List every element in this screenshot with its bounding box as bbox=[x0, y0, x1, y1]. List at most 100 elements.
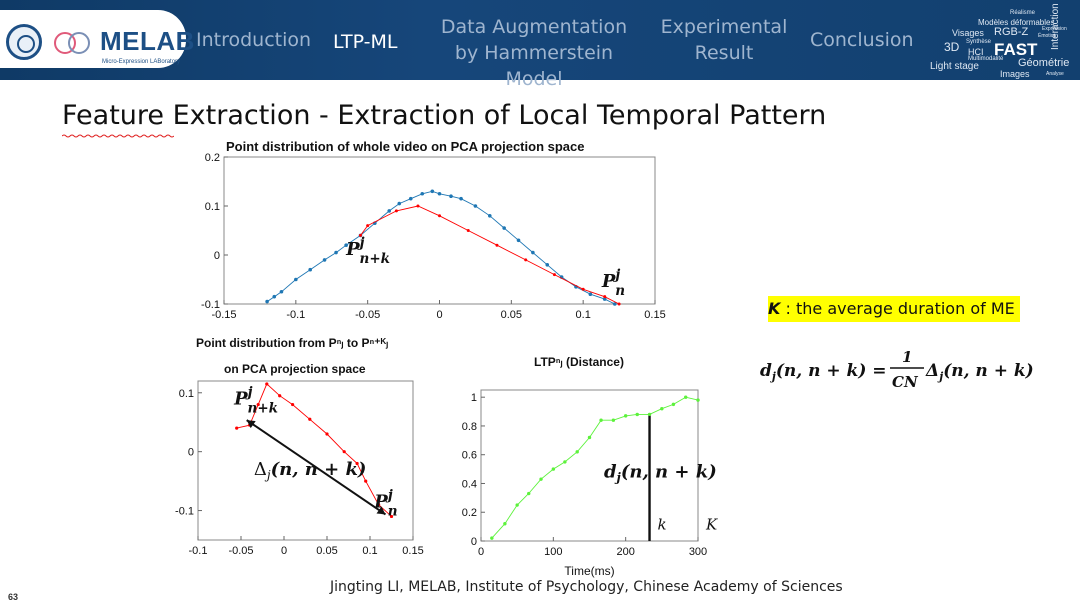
chart2-ytick-label: 0 bbox=[188, 447, 194, 459]
chart1-ytick-label: 0 bbox=[214, 250, 220, 262]
logo-text: MELAB bbox=[100, 26, 195, 56]
chart1-xtick-label: 0.05 bbox=[501, 309, 522, 321]
chart1-blue-data-point bbox=[602, 297, 607, 301]
chart3-annotation-k: k bbox=[658, 515, 667, 533]
chart1-red-data-point bbox=[617, 302, 621, 306]
chart1-xtick-label: 0 bbox=[436, 309, 442, 321]
chart3-title: LTPⁿⱼ (Distance) bbox=[534, 355, 624, 369]
chart1-blue-data-point bbox=[612, 302, 617, 306]
chart2-red-data-point bbox=[256, 402, 260, 407]
chart2-xtick-label: -0.1 bbox=[189, 545, 208, 557]
svg-text:Δj(n, n + k): Δj(n, n + k) bbox=[925, 361, 1034, 383]
nav-data-augmentation[interactable]: Data Augmentation by Hammerstein Model bbox=[440, 16, 628, 90]
chart3-green-data-point bbox=[696, 398, 700, 402]
chart1-xtick-label: -0.15 bbox=[211, 309, 236, 321]
chart2-delta-arrow bbox=[246, 419, 387, 516]
chart2-xtick-label: -0.05 bbox=[228, 545, 253, 557]
chart2-ytick-label: -0.1 bbox=[175, 506, 194, 518]
chart1-red-data-point bbox=[394, 209, 398, 213]
nav-experimental-result[interactable]: Experimental Result bbox=[660, 16, 788, 64]
chart3-green-data-point bbox=[515, 503, 519, 507]
chart3-ytick-label: 0.4 bbox=[462, 478, 477, 490]
chart3-ytick-label: 1 bbox=[471, 392, 477, 404]
chart3-ltp-distance: 0 100 200 300 0 0.2 0.4 0.6 0.8 1 dj(n, n + k) k K Ti… bbox=[462, 389, 718, 578]
svg-text:dj(n, n + k) =: dj(n, n + k) = bbox=[760, 361, 887, 383]
chart3-green-data-point bbox=[611, 418, 616, 422]
chart2-annotation-delta: Δj(n, n + k) bbox=[254, 459, 367, 482]
chart2-title-line2: on PCA projection space bbox=[224, 362, 366, 376]
svg-text:1: 1 bbox=[902, 348, 912, 366]
chart1-blue-data-point bbox=[473, 204, 478, 208]
chart1-blue-data-point bbox=[430, 189, 435, 194]
footer-credit: Jingting LI, MELAB, Institute of Psychol… bbox=[330, 579, 843, 595]
chart3-green-data-point bbox=[563, 460, 567, 464]
chart1-blue-data-point bbox=[265, 299, 269, 304]
chart1-red-data-point bbox=[581, 287, 585, 291]
k-definition-note: K : the average duration of ME bbox=[768, 296, 1020, 322]
chart3-green-data-point bbox=[671, 402, 676, 407]
nav-introduction[interactable]: Introduction bbox=[196, 29, 312, 51]
chart3-green-data-point bbox=[575, 450, 579, 454]
logo-area: MELAB Micro-Expression LABoratory bbox=[0, 10, 194, 68]
chart1-blue-data-point bbox=[420, 191, 425, 196]
chart1-plot-area bbox=[223, 156, 656, 305]
chart1-xtick-label: -0.05 bbox=[355, 309, 380, 321]
chart2-red-data-point bbox=[389, 514, 394, 519]
chart1-red-data-point bbox=[524, 258, 528, 262]
chart1-red-data-point bbox=[552, 273, 556, 277]
chart1-blue-data-point bbox=[437, 191, 442, 196]
chart1-xtick-label: -0.1 bbox=[286, 309, 305, 321]
chart2-red-data-point bbox=[377, 503, 381, 507]
chart3-green-data-point bbox=[490, 536, 494, 540]
chart3-xtick-label: 300 bbox=[689, 546, 707, 558]
chart3-green-data-point bbox=[623, 414, 628, 418]
chart1-xtick-label: 0.15 bbox=[644, 309, 665, 321]
nav-conclusion[interactable]: Conclusion bbox=[810, 29, 914, 51]
chart3-annotation-K: K bbox=[705, 515, 718, 533]
chart1-blue-data-point bbox=[334, 250, 338, 255]
logo-subtitle: Micro-Expression LABoratory bbox=[102, 59, 181, 65]
chart2-red-data-point bbox=[291, 402, 295, 407]
chart2-xtick-label: 0.05 bbox=[316, 545, 337, 557]
chart1-blue-data-point bbox=[449, 194, 453, 198]
chart1-pca-whole-video: -0.15 -0.1 -0.05 0 0.05 0.1 0.15-0.100.10.2Pj n… bbox=[201, 152, 666, 321]
chart1-blue-data-point bbox=[387, 209, 392, 213]
chart1-blue-data-point bbox=[344, 243, 348, 247]
chart3-green-data-point bbox=[527, 491, 531, 496]
chart2-arrowhead-end bbox=[376, 506, 386, 515]
chart1-blue-data-point bbox=[397, 201, 402, 206]
chart2-xtick-label: 0 bbox=[281, 545, 287, 557]
note-text: : the average duration of ME bbox=[780, 299, 1015, 318]
chart3-ytick-label: 0.8 bbox=[462, 421, 477, 433]
svg-text:CN: CN bbox=[892, 373, 919, 391]
chart1-red-data-point bbox=[495, 243, 499, 247]
chart2-title-line1: Point distribution from Pⁿⱼ to Pⁿ⁺ᴷⱼ bbox=[196, 336, 389, 350]
chart1-blue-data-point bbox=[459, 196, 463, 201]
chart3-green-data-point bbox=[599, 418, 603, 422]
chart3-green-series-line bbox=[491, 396, 699, 539]
mask-logo-icon bbox=[54, 30, 94, 58]
chart2-red-data-point bbox=[308, 417, 312, 421]
nav-ltp-ml[interactable]: LTP-ML bbox=[333, 31, 398, 53]
chart1-blue-data-point bbox=[545, 263, 550, 267]
chart1-title: Point distribution of whole video on PCA… bbox=[226, 139, 585, 154]
chart1-red-data-point bbox=[416, 204, 420, 208]
chart3-xtick-label: 200 bbox=[616, 546, 634, 558]
chart1-xtick-label: 0.1 bbox=[576, 309, 591, 321]
chart1-blue-data-point bbox=[272, 294, 277, 299]
chart3-green-data-point bbox=[647, 412, 652, 417]
chart3-green-data-point bbox=[551, 467, 556, 471]
chart1-blue-data-point bbox=[294, 277, 298, 282]
chart2-annotation-pn: Pj n bbox=[373, 488, 397, 520]
chart1-blue-data-point bbox=[531, 250, 535, 255]
institute-seal-icon bbox=[6, 24, 42, 60]
chart1-ytick-label: 0.1 bbox=[205, 201, 220, 213]
chart1-blue-data-point bbox=[516, 238, 521, 243]
chart1-blue-data-point bbox=[502, 226, 506, 230]
chart3-plot-area bbox=[480, 389, 699, 542]
chart2-pca-segment: -0.1 -0.05 0 0.05 0.1 0.15 -0.1 0 0.1 Pj n+k Pj n Δj(… bbox=[175, 380, 424, 557]
spellcheck-underline bbox=[62, 134, 174, 138]
chart1-annotation-pnk: Pj n+k bbox=[345, 235, 390, 267]
chart1-blue-data-point bbox=[279, 289, 284, 294]
chart3-green-data-point bbox=[684, 395, 688, 399]
